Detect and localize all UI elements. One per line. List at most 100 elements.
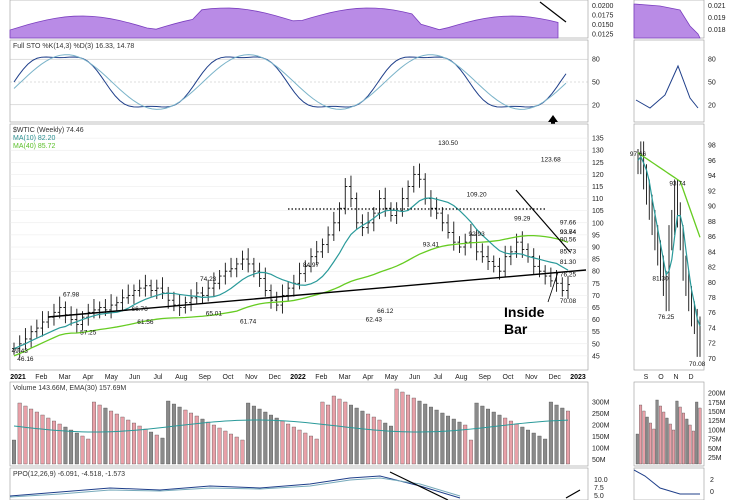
volume-bar [46,417,51,465]
inset-ppo-line [633,469,700,495]
volume-bar [217,427,222,465]
top-panel-inset-ticks: 0.021 0.019 0.018 [708,3,726,34]
price-annotation: 66.12 [377,308,394,315]
x-axis: 2021 Feb Mar Apr May Jun Jul Aug Sep Oct Nov Dec 202… [10,374,693,381]
volume-bar [457,421,462,465]
price-tick-label: 120 [592,172,604,179]
price-annotation: 74.23 [200,276,217,283]
price-annotation: 76.25 [560,271,577,278]
top-inset-tick-label: 0.021 [708,3,726,10]
inset-volume-tick: 200M [708,391,726,398]
volume-bar [417,400,422,465]
volume-bar [40,414,45,465]
price-tick-label: 80 [592,269,600,276]
inset-price-tick: 78 [708,295,716,302]
x-axis-label: Feb [315,374,327,381]
volume-bar [514,423,519,465]
volume-bar [274,417,279,465]
inset-annotation: 76.25 [658,314,675,321]
volume-tick: 200M [592,423,610,430]
price-annotation: 62.43 [366,317,383,324]
inset-annotation: 97.66 [630,151,647,158]
volume-bar [63,426,68,465]
volume-bar [92,401,96,465]
inset-volume-bar [635,433,639,465]
volume-bar [337,398,342,465]
price-annotation: 97.66 [560,219,577,226]
stochastic-tick: 20 [592,102,600,109]
volume-bar [12,439,16,465]
volume-bar [229,433,233,465]
volume-bar [57,423,62,465]
price-tick-label: 65 [592,305,600,312]
volume-ema-line [13,419,569,433]
inset-volume-tick: 150M [708,409,726,416]
price-annotation: 92.93 [468,231,485,238]
price-annotation: 66.76 [132,306,149,313]
volume-bar [451,418,456,465]
x-axis-label: Apr [363,374,375,381]
stochastic-lines [10,54,699,110]
volume-bar [531,432,536,465]
price-ticks: 45 50 55 60 65 70 75 80 85 90 95 100 105 110 115 120 125… [592,136,604,361]
ppo-title: PPO(12,26,9) -6.091, -4.518, -1.573 [13,471,125,478]
volume-bar [446,415,451,465]
volume-bar [286,423,291,465]
ppo-inset-tick: 0 [710,489,714,496]
inset-price-tick: 72 [708,341,716,348]
x-axis-label: Nov [245,374,258,381]
volume-bar [560,407,565,465]
top-tick-label: 0.0125 [592,32,614,39]
inset-x-axis-label: S [644,374,649,381]
x-axis-label: Oct [223,374,234,381]
price-tick-label: 130 [592,148,604,155]
volume-bar [240,439,245,465]
price-tick-label: 55 [592,329,600,336]
volume-bar [354,407,359,465]
ppo-tick: 7.5 [594,485,604,492]
volume-bar [486,408,490,465]
volume-bar [491,411,496,465]
price-tick-label: 105 [592,208,604,215]
stochastic-ticks: 20 20 50 50 80 80 [592,57,716,110]
volume-bar [566,410,570,465]
volume-bar [194,415,199,465]
volume-bar [360,410,365,465]
volume-bar [189,412,194,465]
inset-volume-bar [645,416,649,465]
inset-annotations: 97.66 93.74 81.30 76.25 70.08 [630,151,706,368]
inset-volume-bar [642,410,646,465]
volume-bar [508,420,513,465]
volume-bar [388,425,393,465]
top-area-series-inset [633,3,701,39]
stochastic-tick: 50 [592,80,600,87]
volume-bar [263,411,268,465]
volume-bar [114,413,119,465]
volume-tick: 150M [592,434,610,441]
price-tick-label: 50 [592,341,600,348]
top-inset-tick-label: 0.018 [708,27,726,34]
stochastic-k-line [13,56,567,108]
price-annotation: 81.30 [560,259,577,266]
x-axis-label: Sep [198,374,211,381]
ppo-panel: PPO(12,26,9) -6.091, -4.518, -1.573 10.0… [9,467,714,500]
volume-bar [297,429,302,465]
inset-stochastic-tick: 20 [708,102,716,109]
top-tick-label: 0.0200 [592,3,614,10]
price-annotation: 90.56 [560,237,577,244]
volume-bar [160,437,165,465]
price-tick-label: 125 [592,160,604,167]
price-annotation: 93.64 [560,229,577,236]
price-annotation: 109.20 [467,192,487,199]
inset-volume-bar [658,405,662,465]
inset-volume-bar [668,423,672,465]
x-axis-label: Jul [154,374,163,381]
price-tick-label: 70 [592,293,600,300]
inset-volume-bar [685,418,689,465]
inset-ma10-line [637,155,701,327]
volume-bar [503,417,508,465]
inset-stochastic-tick: 50 [708,80,716,87]
x-axis-label: Dec [548,374,561,381]
